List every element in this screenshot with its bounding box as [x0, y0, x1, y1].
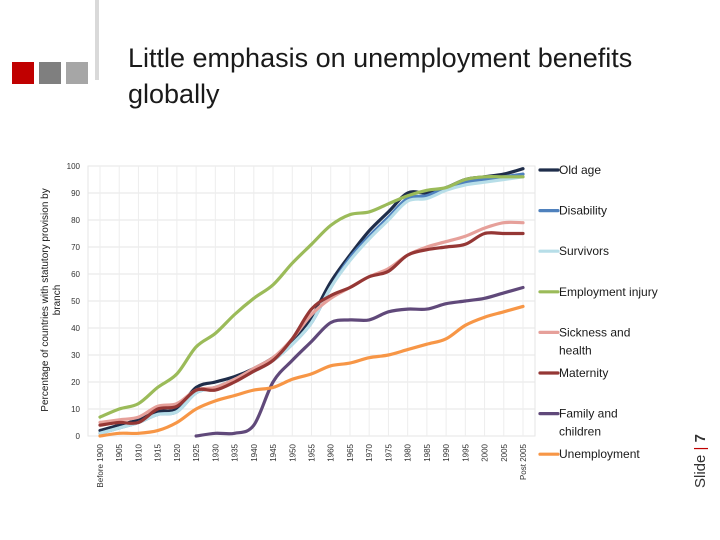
x-tick-label: 2005: [500, 443, 509, 461]
x-tick-label: 1940: [250, 443, 259, 461]
y-tick-label: 100: [67, 162, 81, 171]
x-tick-label: 1905: [115, 443, 124, 461]
x-tick-label: 1930: [211, 443, 220, 461]
x-tick-label: 1945: [269, 443, 278, 461]
y-tick-label: 70: [71, 243, 80, 252]
y-axis-title: Percentage of countries with statutory p…: [40, 188, 63, 411]
y-tick-label: 30: [71, 351, 80, 360]
legend-label-sickness-and-health: Sickness and health: [559, 325, 630, 357]
y-tick-label: 60: [71, 270, 80, 279]
x-tick-label: 1915: [154, 443, 163, 461]
x-tick-label: 1980: [404, 443, 413, 461]
slide-title: Little emphasis on unemployment benefits…: [128, 43, 633, 109]
y-tick-label: 20: [71, 378, 80, 387]
x-tick-label: 1935: [231, 443, 240, 461]
accent-square-red: [12, 62, 34, 84]
series-line-family-and-children: [194, 285, 525, 438]
y-tick-label: 0: [76, 432, 81, 441]
series-line-employment-injury: [98, 175, 525, 419]
accent-square-dark-gray: [39, 62, 61, 84]
y-tick-label: 90: [71, 189, 80, 198]
y-tick-label: 40: [71, 324, 80, 333]
x-tick-label: 1990: [442, 443, 451, 461]
x-tick-label: 1925: [192, 443, 201, 461]
x-tick-label: Before 1900: [96, 443, 105, 487]
x-tick-label: 2000: [481, 443, 490, 461]
series-line-sickness-and-health: [98, 220, 525, 425]
x-tick-label: Post 2005: [519, 443, 528, 480]
legend-label-disability: Disability: [559, 204, 607, 218]
legend-label-family-and-children: Family and children: [559, 407, 618, 439]
y-tick-label: 80: [71, 216, 80, 225]
x-tick-label: 1950: [288, 443, 297, 461]
legend-label-survivors: Survivors: [559, 244, 609, 258]
series-line-unemployment: [98, 304, 525, 438]
y-tick-label: 50: [71, 297, 80, 306]
y-tick-label: 10: [71, 405, 80, 414]
x-tick-label: 1955: [308, 443, 317, 461]
x-tick-label: 1995: [461, 443, 470, 461]
series-line-survivors: [98, 175, 525, 435]
header-divider: [95, 0, 99, 80]
x-tick-label: 1920: [173, 443, 182, 461]
legend-label-old-age: Old age: [559, 163, 601, 177]
x-tick-label: 1965: [346, 443, 355, 461]
legend-label-unemployment: Unemployment: [559, 447, 640, 461]
legend-label-maternity: Maternity: [559, 366, 608, 380]
x-tick-label: 1970: [365, 443, 374, 461]
legend-label-employment-injury: Employment injury: [559, 285, 658, 299]
x-tick-label: 1975: [384, 443, 393, 461]
x-tick-label: 1985: [423, 443, 432, 461]
x-tick-label: 1910: [134, 443, 143, 461]
series-line-maternity: [98, 231, 525, 427]
accent-square-light-gray: [66, 62, 88, 84]
x-tick-label: 1960: [327, 443, 336, 461]
